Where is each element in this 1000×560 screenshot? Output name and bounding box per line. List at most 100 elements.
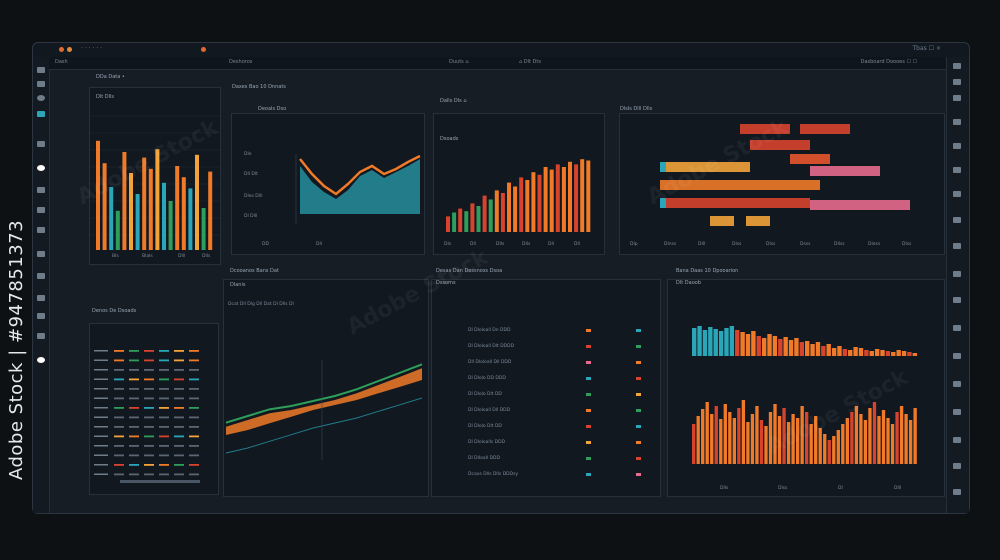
- notification-icon[interactable]: [37, 357, 45, 363]
- table-row[interactable]: Dl Dloloalls DDD: [468, 440, 506, 445]
- active-indicator-icon[interactable]: [37, 165, 45, 171]
- share-icon[interactable]: [953, 119, 961, 125]
- table-row[interactable]: Dcaos Dlls Dlls DDDsy: [468, 472, 519, 477]
- row-value-bar: [129, 426, 139, 428]
- minimize-dot-icon[interactable]: [67, 47, 72, 52]
- bar: [549, 169, 554, 232]
- doc-icon[interactable]: [37, 313, 45, 319]
- dashboard-window: · · · · · · Tbas ☐ × Dash Deshoros Duuts…: [32, 42, 970, 514]
- toolbar-item-1[interactable]: Deshoros: [229, 59, 253, 65]
- filter-icon[interactable]: [953, 95, 961, 101]
- table-row[interactable]: Dl Dlolo DD DDD: [468, 376, 506, 381]
- bar: [109, 187, 114, 250]
- waveform-bar: [791, 414, 795, 464]
- chart-icon[interactable]: [37, 227, 45, 233]
- waveform-bar: [773, 404, 777, 464]
- panel3-footer-1: Dls: [444, 242, 452, 247]
- export-icon[interactable]: [953, 143, 961, 149]
- toolbar-left-label: Dash: [55, 59, 68, 65]
- bar: [168, 201, 173, 250]
- waveform-bar: [746, 422, 750, 464]
- histogram-chart: [692, 326, 917, 356]
- users-icon[interactable]: [37, 273, 45, 279]
- gantt-bar: [746, 216, 770, 226]
- waveform-bar: [845, 418, 849, 464]
- home-icon[interactable]: [37, 81, 45, 87]
- gantt-bar: [710, 216, 734, 226]
- toolbar-item-3[interactable]: ⌂ Dlt Dts: [519, 59, 541, 65]
- bell-icon[interactable]: [953, 217, 961, 223]
- power-icon[interactable]: [953, 463, 961, 469]
- toolbar-item-2[interactable]: Duuts ⌂: [449, 59, 469, 65]
- histogram-bar: [708, 327, 713, 356]
- panel4-title: Dlsls Dlll Dlls: [620, 106, 653, 112]
- row-value-bar: [174, 350, 184, 352]
- calendar-icon[interactable]: [37, 251, 45, 257]
- row-value-bar: [114, 397, 124, 400]
- row-value-bar: [174, 378, 184, 381]
- chart-icon[interactable]: [953, 243, 961, 249]
- waveform-bar: [777, 416, 782, 464]
- list-icon[interactable]: [37, 295, 45, 301]
- status-indicator: [586, 457, 591, 460]
- table-row[interactable]: Dll Dloloall Dll DDD: [468, 360, 512, 365]
- gantt-axis-label: Dlll: [698, 242, 706, 247]
- panel2-footer-2: Dll: [316, 242, 322, 247]
- row-value-bar: [189, 464, 199, 466]
- bar: [500, 193, 505, 232]
- gear-icon[interactable]: [953, 353, 961, 359]
- more-icon[interactable]: [953, 489, 961, 495]
- waveform-bar: [809, 424, 813, 464]
- panel2-title: Daxes Bao 10 Dnnats: [232, 84, 286, 90]
- table-row[interactable]: Dl Dloloall Dll DDD: [468, 408, 511, 413]
- bar: [574, 164, 579, 232]
- bar: [507, 182, 511, 232]
- area-chart: [225, 360, 423, 460]
- edit-icon[interactable]: [953, 297, 961, 303]
- logout-icon[interactable]: [953, 437, 961, 443]
- settings-icon[interactable]: [953, 63, 961, 69]
- waveform-bar: [832, 436, 836, 464]
- table-row[interactable]: Dl Dlolo Dlt DD: [468, 392, 502, 397]
- bar: [452, 212, 457, 232]
- table-row[interactable]: Dl Dloloall Dn DDD: [468, 328, 511, 333]
- row-value-bar: [114, 426, 124, 428]
- search-icon[interactable]: [953, 79, 961, 85]
- table-row[interactable]: Dl Dlolo Dlt DD: [468, 424, 502, 429]
- help-icon[interactable]: [953, 325, 961, 331]
- lock-icon[interactable]: [953, 381, 961, 387]
- row-value-bar: [174, 397, 184, 400]
- menu-icon[interactable]: [37, 67, 45, 73]
- info-icon[interactable]: [37, 111, 45, 117]
- row-value-bar: [144, 416, 154, 419]
- toolbar-right-label[interactable]: Dasboard Doooes ☐ ☐: [860, 59, 917, 65]
- histogram-bar: [778, 339, 783, 356]
- settings-icon[interactable]: [37, 141, 45, 147]
- table-row[interactable]: Dl Dlloall DDD: [468, 456, 500, 461]
- folder-icon[interactable]: [37, 207, 45, 213]
- grid-icon[interactable]: [37, 187, 45, 193]
- mail-icon[interactable]: [37, 333, 45, 339]
- close-dot-icon[interactable]: [59, 47, 64, 52]
- profile-icon[interactable]: [37, 95, 45, 101]
- row-value-bar: [144, 473, 154, 476]
- histogram-bar: [805, 341, 810, 356]
- layers-icon[interactable]: [953, 167, 961, 173]
- grid-icon[interactable]: [953, 191, 961, 197]
- gantt-axis-label: Dless: [868, 242, 881, 247]
- row-value-bar: [144, 435, 154, 438]
- bar: [102, 163, 107, 250]
- table-row[interactable]: Dl Dloloall Dlt DDDD: [468, 344, 515, 349]
- panel1-footer-2: Blals: [142, 254, 153, 259]
- download-icon[interactable]: [953, 271, 961, 277]
- row-value-bar: [144, 378, 154, 381]
- status-indicator: [586, 361, 591, 364]
- histogram-bar: [837, 346, 842, 356]
- waveform-bar: [759, 420, 764, 464]
- record-dot-icon[interactable]: [201, 47, 206, 52]
- status-indicator: [586, 377, 591, 380]
- row-label-marker: [94, 350, 108, 352]
- user-icon[interactable]: [953, 409, 961, 415]
- bar: [195, 154, 199, 250]
- status-indicator: [636, 473, 641, 476]
